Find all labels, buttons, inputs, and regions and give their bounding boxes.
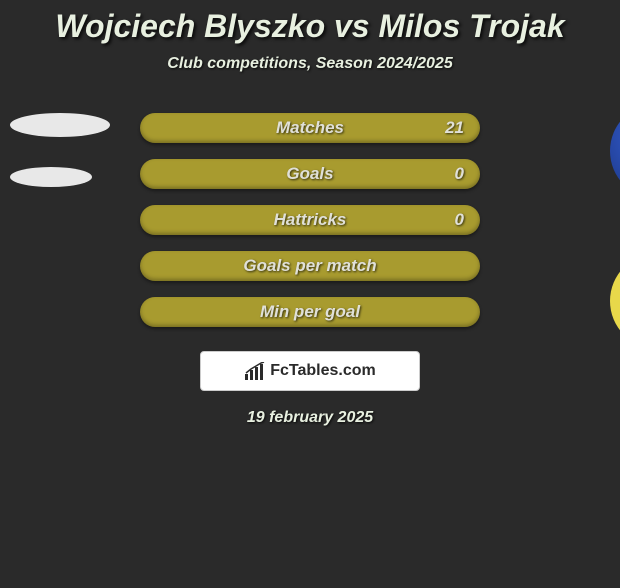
page-title: Wojciech Blyszko vs Milos Trojak: [0, 8, 620, 45]
ellipse-placeholder: [10, 113, 110, 137]
stat-bar-value-right: 21: [445, 118, 464, 138]
ellipse-placeholder: [10, 167, 92, 187]
stat-bar-goals: Goals 0: [140, 159, 480, 189]
stat-bar-min-per-goal: Min per goal: [140, 297, 480, 327]
stat-bar-label: Min per goal: [260, 302, 360, 322]
player-photo-avatar: [610, 103, 620, 199]
stat-bar-label: Goals: [286, 164, 333, 184]
stat-bar-label: Goals per match: [243, 256, 376, 276]
subtitle: Club competitions, Season 2024/2025: [0, 55, 620, 73]
brand-name: FcTables.com: [270, 362, 376, 380]
crest-text: KORONA: [610, 259, 620, 266]
comparison-date: 19 february 2025: [0, 409, 620, 427]
stat-bar-goals-per-match: Goals per match: [140, 251, 480, 281]
stat-bars: Matches 21 Goals 0 Hattricks 0 Goals per…: [140, 113, 480, 343]
club-crest-avatar: KORONA: [610, 253, 620, 349]
stats-area: Matches 21 Goals 0 Hattricks 0 Goals per…: [0, 113, 620, 343]
stat-bar-label: Hattricks: [274, 210, 347, 230]
stat-bar-matches: Matches 21: [140, 113, 480, 143]
stat-bar-hattricks: Hattricks 0: [140, 205, 480, 235]
stat-bar-value-right: 0: [455, 164, 464, 184]
stat-bar-value-right: 0: [455, 210, 464, 230]
bar-chart-icon: [244, 362, 266, 380]
brand-logo: FcTables.com: [200, 351, 420, 391]
stat-bar-label: Matches: [276, 118, 344, 138]
